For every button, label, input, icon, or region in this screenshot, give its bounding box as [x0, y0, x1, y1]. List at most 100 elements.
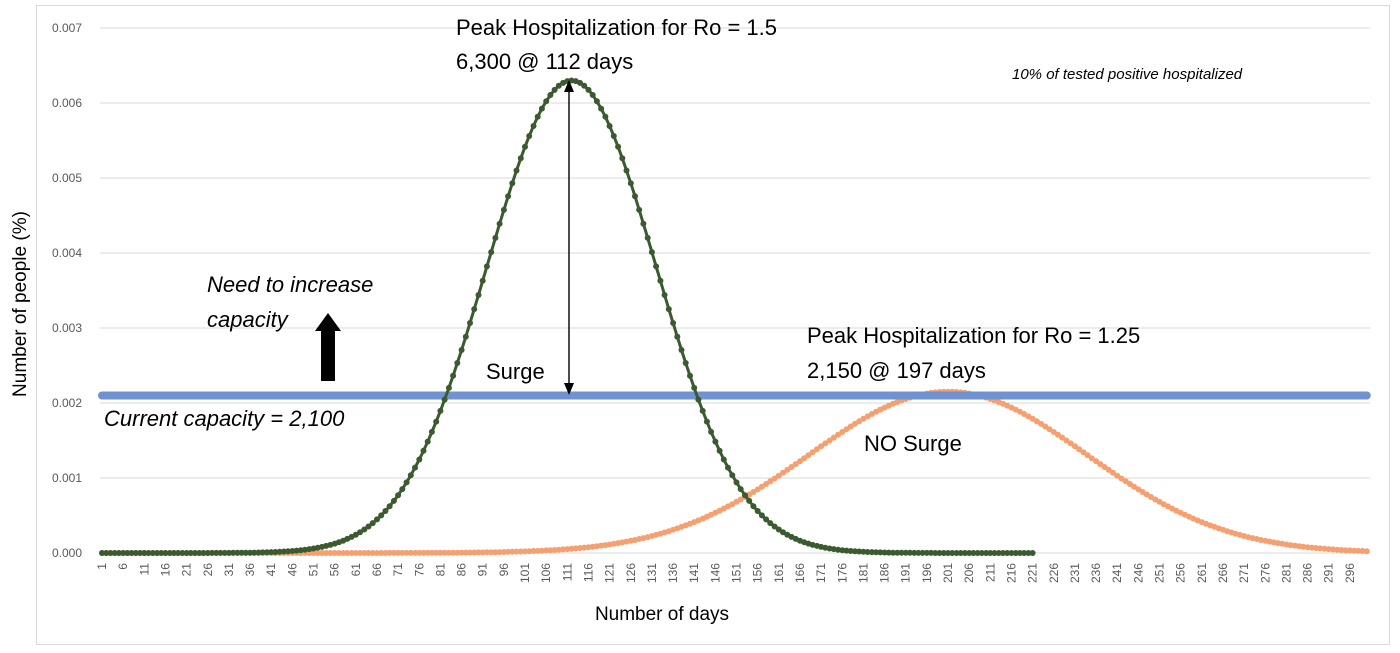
ro-1-5-series-point [107, 550, 114, 556]
hospitalized-note: 10% of tested positive hospitalized [1012, 66, 1243, 83]
ro-1-25-series-point [488, 549, 495, 556]
ro-1-5-series-point [166, 550, 173, 556]
ro-1-5-series-point [183, 550, 190, 556]
ro-1-5-series-point [492, 234, 499, 241]
ro-1-25-series-point [348, 550, 355, 556]
ro-1-25-series-point [1359, 548, 1366, 554]
ro-1-25-series-point [767, 478, 774, 485]
ro-1-5-series-point [513, 167, 520, 174]
surge-double-arrow [564, 80, 574, 395]
peak1-label-line2: 6,300 @ 112 days [456, 49, 633, 74]
ro-1-5-series-point [961, 550, 968, 556]
x-tick-label: 96 [497, 563, 511, 577]
ro-1-25-series-point [822, 440, 829, 447]
ro-1-5-series-point [175, 550, 182, 556]
ro-1-25-series-point [412, 549, 418, 556]
ro-1-5-series-point [1000, 550, 1006, 556]
ro-1-5-series-point [987, 550, 994, 556]
ro-1-25-series-point [555, 546, 562, 553]
x-tick-label: 296 [1343, 563, 1357, 583]
x-tick-label: 241 [1110, 563, 1124, 583]
ro-1-5-series-point [221, 549, 228, 556]
ro-1-5-series-point [496, 220, 503, 227]
ro-1-25-series-point [1097, 461, 1104, 468]
ro-1-25-series-point [441, 549, 448, 556]
ro-1-5-series-point [911, 549, 918, 556]
ro-1-5-series-point [678, 347, 685, 353]
x-tick-label: 66 [370, 563, 384, 577]
ro-1-5-series-point [991, 550, 998, 556]
up-arrow-icon [315, 313, 341, 381]
x-tick-label: 1 [95, 563, 109, 570]
ro-1-5-series-point [187, 550, 194, 556]
ro-1-25-series-point [750, 489, 757, 495]
ro-1-25-series-point [538, 547, 545, 554]
ro-1-25-series-point [382, 550, 389, 556]
ro-1-5-series-point [890, 549, 896, 556]
ro-1-5-series-point [268, 549, 275, 556]
ro-1-5-series-point [864, 549, 871, 555]
ro-1-25-series-point [1105, 466, 1112, 473]
ro-1-25-series-point [1084, 452, 1091, 459]
ro-1-5-series-point [1029, 550, 1036, 556]
x-tick-label: 266 [1216, 563, 1230, 583]
ro-1-5-series-point [953, 550, 960, 556]
ro-1-25-series-point [403, 549, 410, 556]
y-tick-label: 0.005 [52, 171, 82, 185]
ro-1-5-series-point [906, 549, 913, 556]
ro-1-5-series-point [445, 384, 452, 391]
ro-1-5-series-point [653, 263, 660, 270]
ro-1-5-series-point [433, 418, 440, 425]
ro-1-5-series-point [217, 549, 224, 556]
y-tick-label: 0.007 [52, 21, 82, 35]
x-tick-label: 46 [285, 563, 299, 577]
x-tick-label: 246 [1131, 563, 1145, 583]
y-tick-label: 0.006 [52, 96, 82, 110]
ro-1-5-series-point [424, 438, 431, 445]
ro-1-25-series-point [805, 452, 812, 459]
gridlines [100, 27, 1370, 554]
x-tick-label: 31 [222, 563, 236, 577]
x-tick-label: 71 [391, 563, 405, 577]
ro-1-25-series-point [437, 549, 444, 556]
no-surge-label: NO Surge [864, 431, 962, 456]
x-tick-label: 21 [180, 563, 194, 577]
ro-1-5-series-point [733, 479, 740, 486]
ro-1-5-series-point [598, 105, 605, 112]
ro-1-5-series-point [674, 333, 681, 340]
ro-1-5-series-point [234, 549, 241, 556]
ro-1-5-series-point [585, 86, 592, 93]
ro-1-5-series-point [374, 516, 380, 523]
ro-1-5-series-point [1012, 550, 1019, 556]
x-tick-label: 81 [433, 563, 447, 577]
ro-1-5-series-point [154, 550, 160, 556]
x-tick-label: 56 [328, 563, 342, 577]
need-capacity-line2: capacity [207, 307, 290, 332]
ro-1-5-series-point [957, 550, 964, 556]
ro-1-25-series-point [471, 549, 478, 556]
ro-1-5-series-point [589, 92, 596, 98]
ro-1-25-series-point [1101, 464, 1108, 470]
ro-1-5-series-point [983, 550, 990, 556]
ro-1-5-series-point [602, 113, 609, 120]
ro-1-5-series-point [758, 512, 765, 519]
ro-1-25-series-point [1317, 545, 1324, 552]
ro-1-5-series-point [627, 180, 634, 187]
ro-1-5-series-point [365, 523, 372, 530]
ro-1-5-series-point [708, 428, 715, 435]
ro-1-25-series-point [1093, 458, 1100, 465]
ro-1-5-series-point [467, 320, 473, 326]
x-tick-label: 276 [1258, 563, 1272, 583]
ro-1-25-series-point [492, 549, 499, 556]
x-axis-title: Number of days [595, 604, 729, 625]
ro-1-25-series-point [407, 549, 414, 556]
ro-1-25-series-point [500, 549, 507, 555]
ro-1-25-series-point [1110, 469, 1116, 476]
ro-1-5-series-point [517, 155, 524, 162]
ro-1-25-series-point [1076, 446, 1083, 453]
ro-1-5-series-point [416, 456, 423, 463]
x-tick-label: 251 [1153, 563, 1167, 583]
ro-1-25-series-point [369, 550, 376, 556]
ro-1-5-series-point [873, 549, 880, 556]
ro-1-5-series-point [547, 92, 554, 98]
